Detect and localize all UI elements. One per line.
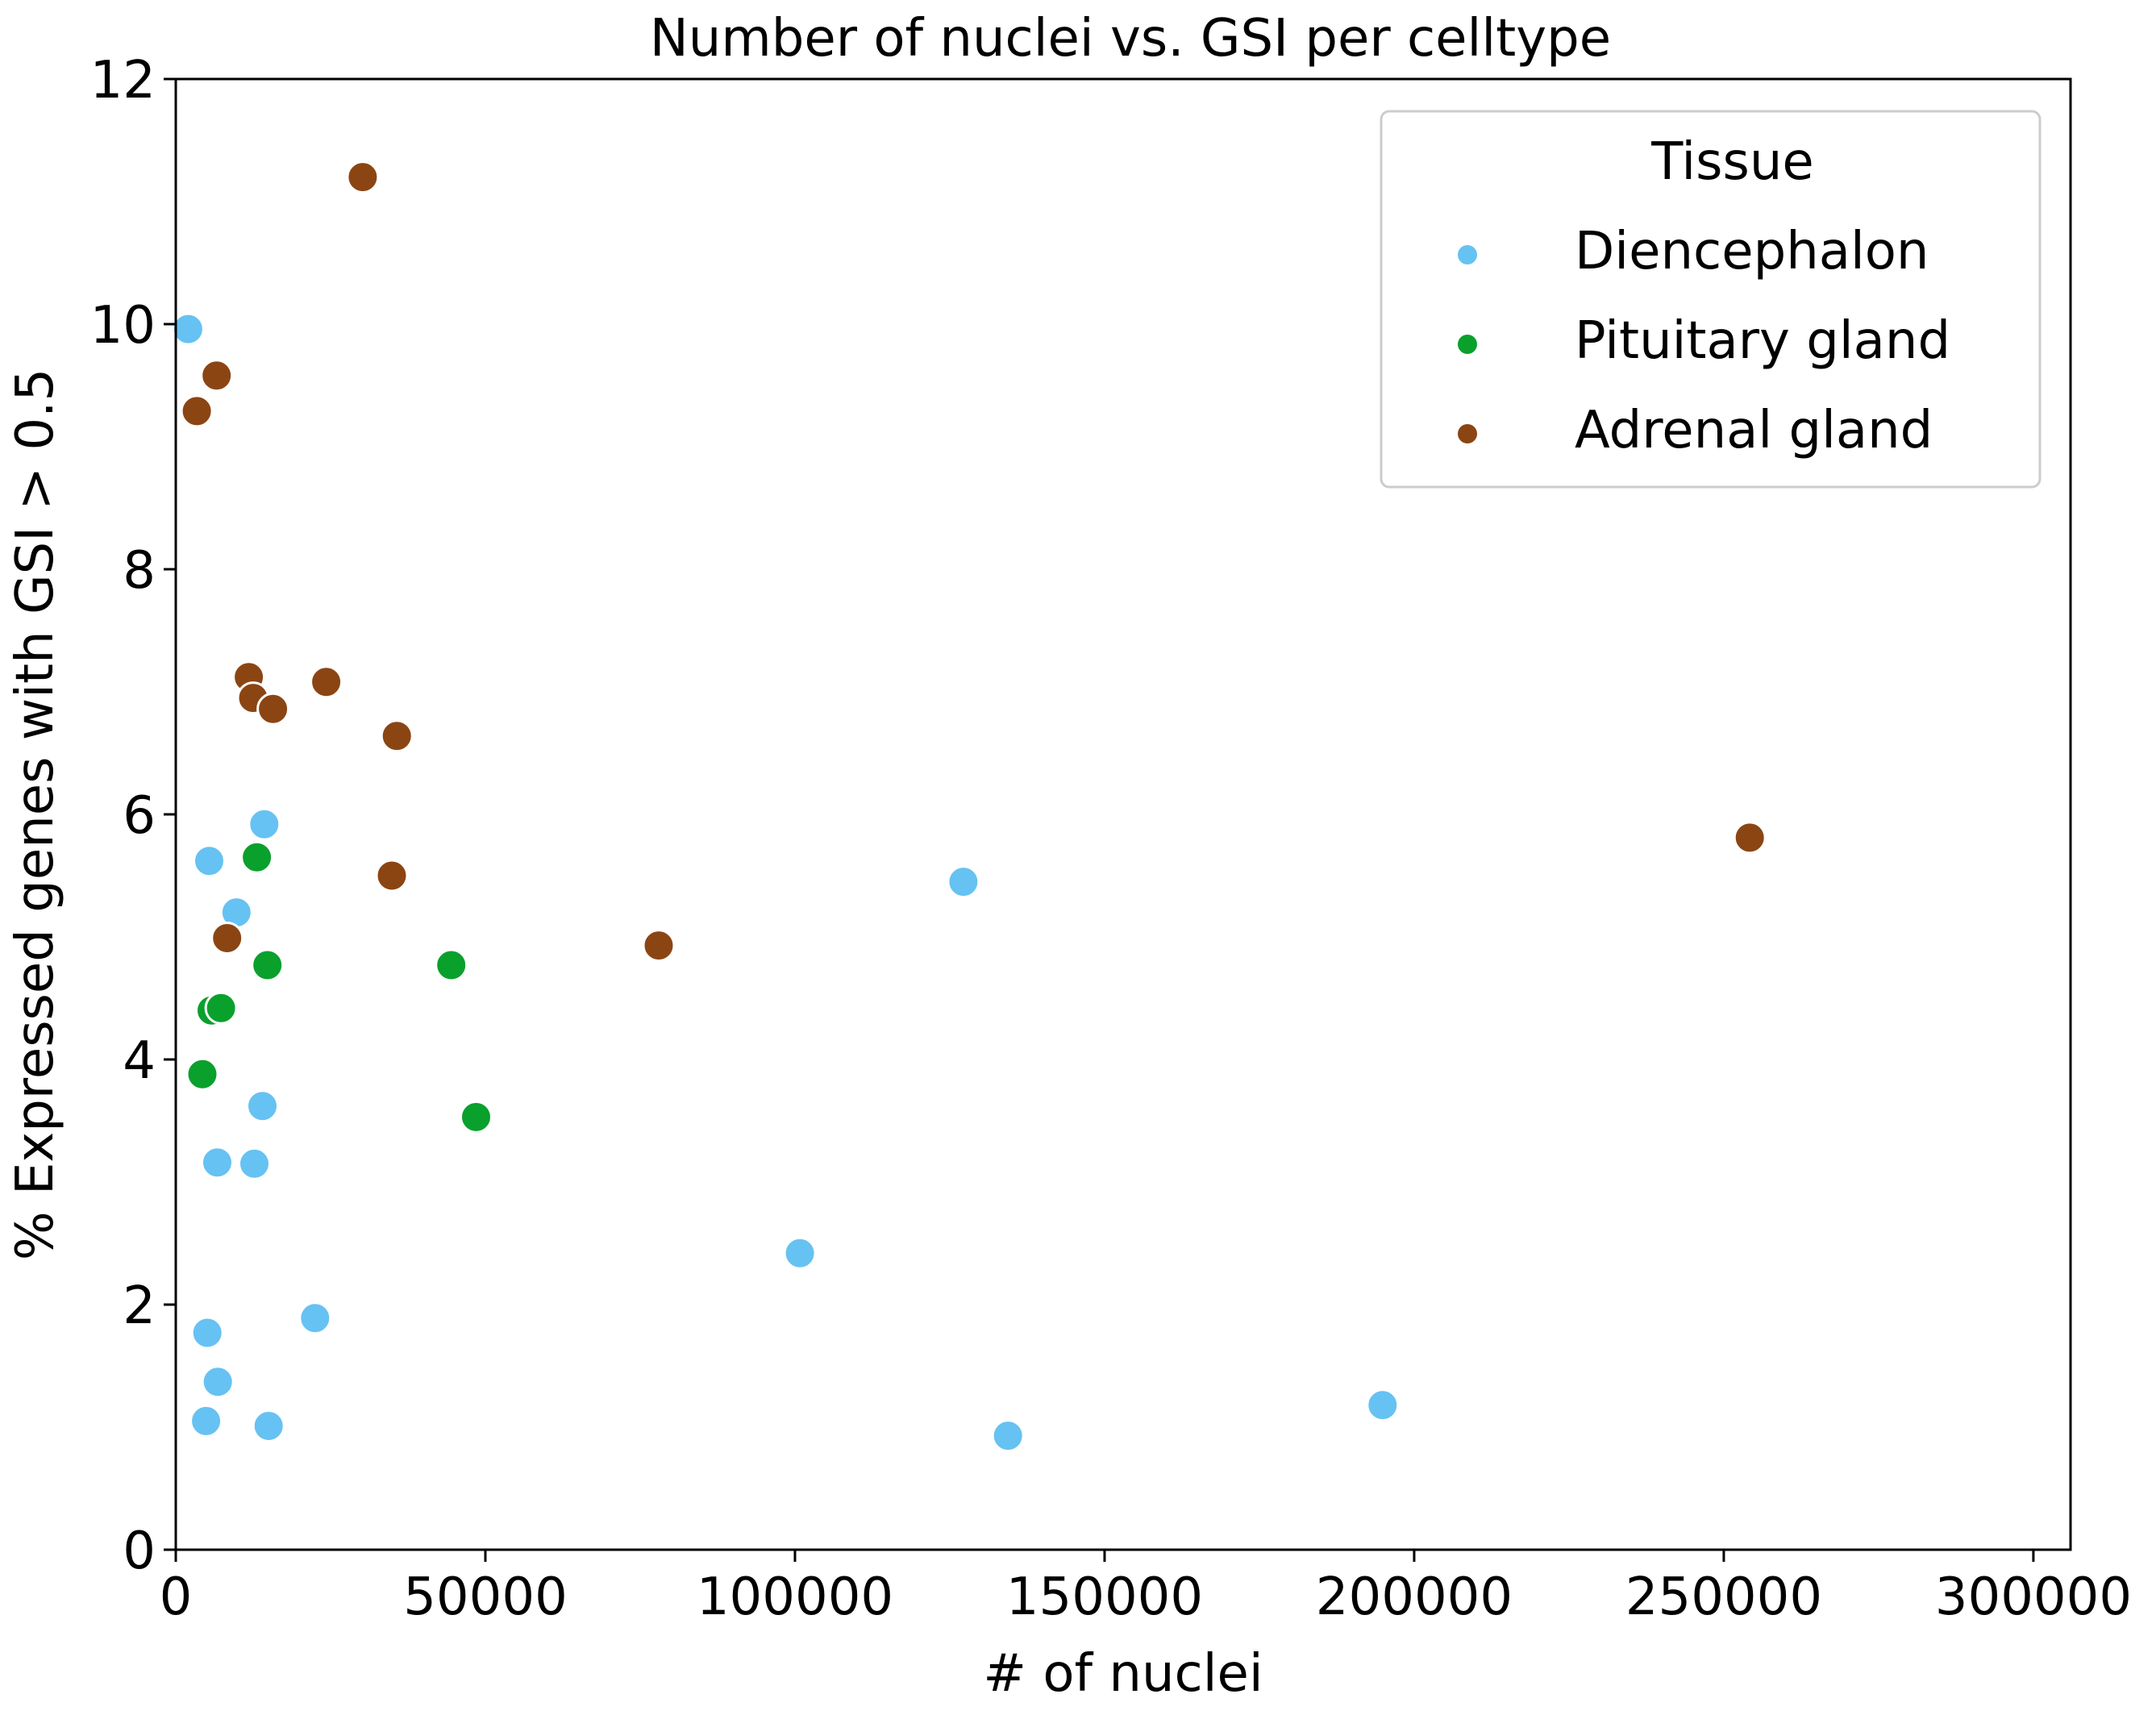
data-point-adrenal-gland [256, 692, 290, 726]
y-tick-label: 2 [123, 1276, 156, 1336]
legend-label-diencephalon: Diencephalon [1575, 222, 1929, 281]
y-tick-label: 12 [90, 51, 156, 110]
y-tick-label: 6 [123, 786, 156, 846]
chart-title: Number of nuclei vs. GSI per celltype [650, 9, 1611, 69]
data-point-adrenal-gland [180, 394, 214, 428]
x-tick-label: 0 [160, 1567, 193, 1627]
y-tick-label: 8 [123, 541, 156, 601]
data-point-diencephalon [201, 1146, 234, 1180]
data-point-adrenal-gland [375, 859, 409, 893]
legend-entry-adrenal-gland: Adrenal gland [1458, 401, 1933, 460]
legend-entry-pituitary-gland: Pituitary gland [1458, 311, 1950, 371]
x-tick-label: 150000 [1006, 1567, 1203, 1627]
data-point-pituitary-gland [435, 948, 468, 982]
y-tick-label: 4 [123, 1031, 156, 1091]
x-tick-label: 250000 [1625, 1567, 1822, 1627]
data-point-adrenal-gland [380, 719, 414, 753]
legend-label-adrenal-gland: Adrenal gland [1575, 401, 1933, 460]
y-axis-ticks: 0 2 4 6 8 10 12 [90, 51, 176, 1581]
series-pituitary-gland [185, 840, 493, 1134]
data-point-diencephalon [783, 1236, 817, 1270]
data-point-diencephalon [947, 865, 980, 899]
legend: Tissue Diencephalon Pituitary gland Adre… [1380, 110, 2042, 489]
legend-entry-diencephalon: Diencephalon [1458, 222, 1929, 281]
data-point-adrenal-gland [346, 160, 380, 194]
x-tick-label: 200000 [1316, 1567, 1513, 1627]
x-tick-label: 100000 [697, 1567, 893, 1627]
data-point-diencephalon [193, 844, 226, 878]
data-point-pituitary-gland [185, 1057, 219, 1091]
legend-marker-pituitary-gland [1458, 335, 1477, 354]
data-point-diencephalon [238, 1147, 271, 1180]
data-point-pituitary-gland [251, 948, 285, 982]
data-point-diencephalon [201, 1365, 235, 1399]
data-point-diencephalon [246, 1089, 279, 1123]
data-point-diencephalon [1366, 1388, 1400, 1422]
data-point-pituitary-gland [204, 991, 238, 1025]
data-point-diencephalon [248, 807, 281, 841]
legend-label-pituitary-gland: Pituitary gland [1575, 311, 1950, 371]
data-point-adrenal-gland [210, 922, 244, 955]
x-axis-title: # of nuclei [983, 1644, 1263, 1704]
data-point-adrenal-gland [200, 359, 234, 393]
legend-title: Tissue [1650, 132, 1814, 192]
data-point-adrenal-gland [1733, 821, 1767, 855]
data-point-pituitary-gland [240, 840, 274, 874]
legend-marker-diencephalon [1458, 245, 1477, 264]
legend-box [1380, 110, 2042, 489]
data-point-adrenal-gland [642, 929, 676, 963]
x-tick-label: 50000 [403, 1567, 568, 1627]
legend-marker-adrenal-gland [1458, 424, 1477, 443]
data-point-diencephalon [171, 312, 205, 346]
series-adrenal-gland [180, 160, 1767, 963]
series-diencephalon [171, 312, 1400, 1453]
points-layer [171, 160, 1767, 1453]
x-axis-ticks: 0 50000 100000 150000 200000 250000 300000 [160, 1550, 2132, 1627]
x-tick-label: 300000 [1935, 1567, 2132, 1627]
y-tick-label: 0 [123, 1521, 156, 1581]
y-axis-title: % Expressed genes with GSI > 0.5 [6, 368, 65, 1260]
data-point-adrenal-gland [310, 665, 343, 699]
y-tick-label: 10 [90, 296, 156, 356]
data-point-diencephalon [298, 1301, 332, 1335]
data-point-diencephalon [991, 1419, 1025, 1453]
data-point-diencephalon [252, 1409, 285, 1442]
data-point-diencephalon [189, 1404, 223, 1438]
data-point-pituitary-gland [460, 1100, 493, 1134]
data-point-diencephalon [190, 1316, 224, 1350]
